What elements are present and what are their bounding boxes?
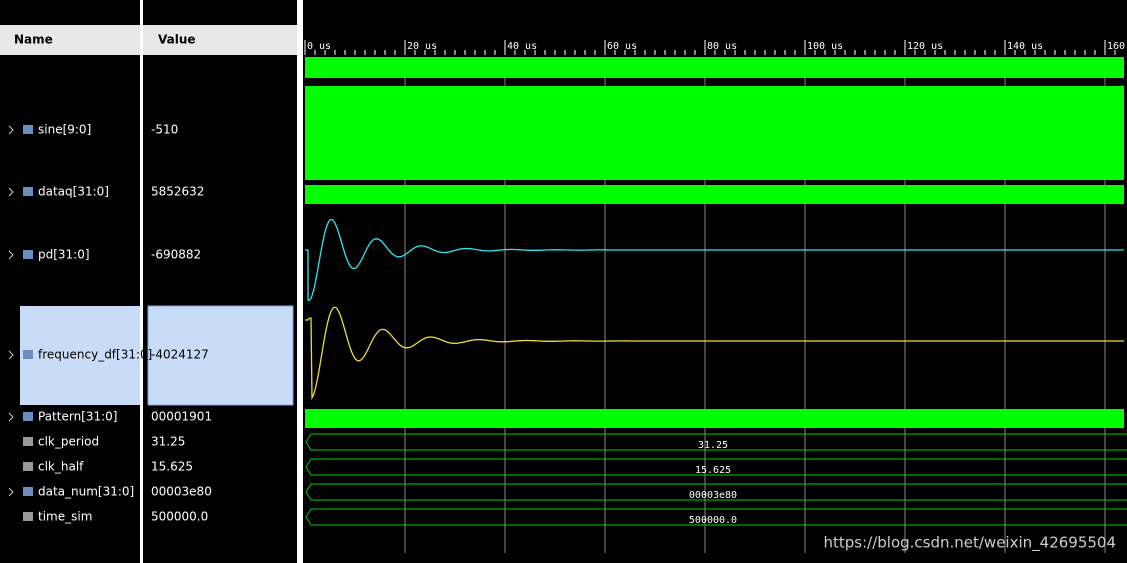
name-header[interactable] [0, 25, 140, 55]
analog-wave [305, 218, 1124, 302]
signal-value: -510 [151, 123, 178, 137]
expand-arrow [8, 187, 14, 197]
digital-wave [305, 185, 1124, 204]
signal-name: dataq[31:0] [38, 185, 109, 199]
time-label: 20 us [407, 41, 437, 52]
analog-wave [305, 306, 1124, 401]
signal-name: time_sim [38, 510, 92, 524]
expand-arrow [8, 487, 14, 497]
signal-value: 500000.0 [151, 510, 208, 524]
digital-wave [305, 86, 1124, 180]
time-label: 140 us [1007, 41, 1043, 52]
bus-wave [305, 483, 1127, 501]
signal-icon [23, 487, 33, 496]
signal-list: sine[9:0] -510 dataq[31:0] 5852632 pd[31:0] -… [8, 123, 212, 524]
signal-icon [23, 250, 33, 259]
signal-icon [23, 187, 33, 196]
signal-icon [23, 437, 33, 446]
column-title: Value [158, 33, 196, 47]
signal-icon [23, 512, 33, 521]
signal-icon [23, 350, 33, 359]
time-label: 0 us [307, 41, 331, 52]
bus-value: 31.25 [698, 440, 728, 451]
signal-icon [23, 125, 33, 134]
signal-name: data_num[31:0] [38, 485, 134, 499]
time-ruler: 0 us 20 us 40 us 60 us 80 us 100 us 120 us 140 … [304, 40, 1125, 55]
signal-value: 5852632 [151, 185, 204, 199]
time-label: 160 [1107, 41, 1125, 52]
bus-wave [305, 508, 1127, 526]
signal-value: 00003e80 [151, 485, 212, 499]
value-header[interactable] [143, 25, 297, 55]
signal-value: 15.625 [151, 460, 193, 474]
signal-value: -4024127 [151, 348, 209, 362]
time-label: 100 us [807, 41, 843, 52]
signal-name: clk_period [38, 435, 99, 449]
time-label: 40 us [507, 41, 537, 52]
bus-wave [305, 433, 1127, 451]
signal-name: clk_half [38, 460, 84, 474]
expand-arrow [8, 125, 14, 135]
watermark: https://blog.csdn.net/weixin_42695504 [823, 534, 1116, 553]
digital-wave [305, 57, 1124, 78]
selection [20, 306, 140, 405]
bus-value: 00003e80 [689, 490, 737, 501]
pane-divider [297, 0, 303, 563]
time-label: 120 us [907, 41, 943, 52]
signal-icon [23, 412, 33, 421]
waveforms: 31.25 15.625 00003e80 500000.0 [305, 57, 1127, 553]
expand-arrow [8, 412, 14, 422]
column-divider [140, 0, 143, 563]
expand-arrow [8, 350, 14, 360]
signal-name: sine[9:0] [38, 123, 91, 137]
digital-wave [305, 409, 1124, 428]
time-label: 60 us [607, 41, 637, 52]
signal-name: Pattern[31:0] [38, 410, 117, 424]
signal-value: 31.25 [151, 435, 185, 449]
signal-name: pd[31:0] [38, 248, 90, 262]
time-label: 80 us [707, 41, 737, 52]
expand-arrow [8, 250, 14, 260]
column-title: Name [14, 33, 53, 47]
signal-icon [23, 462, 33, 471]
selection [147, 305, 294, 406]
bus-value: 500000.0 [689, 515, 737, 526]
signal-name: frequency_df[31:0] [38, 348, 152, 362]
bus-wave [305, 458, 1127, 476]
signal-value: -690882 [151, 248, 201, 262]
signal-value: 00001901 [151, 410, 212, 424]
bus-value: 15.625 [695, 465, 731, 476]
